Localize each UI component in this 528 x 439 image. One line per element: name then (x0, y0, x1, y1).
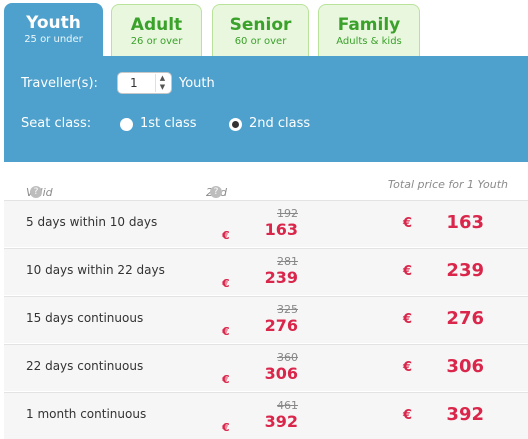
class-price: 392 (264, 412, 298, 431)
table-row: 22 days continuous 360 €306 €306 (4, 344, 528, 391)
row-label: 5 days within 10 days (26, 215, 158, 229)
seat-class-label: Seat class: (21, 116, 92, 131)
help-icon[interactable]: ? (210, 186, 222, 198)
class-price: 239 (264, 268, 298, 287)
currency-symbol: € (403, 312, 413, 327)
table-row: 15 days continuous 325 €276 €276 (4, 296, 528, 343)
total-price: 276 (446, 308, 484, 329)
table-row: 5 days within 10 days 192 €163 €163 (4, 200, 528, 247)
tab-adult-label: Adult (130, 15, 183, 35)
old-price: 461 (277, 399, 298, 412)
stepper-arrows-icon[interactable]: ▲ ▼ (155, 74, 169, 92)
travellers-value: 1 (130, 76, 138, 90)
total-price: 306 (446, 356, 484, 377)
tab-senior-label: Senior (229, 15, 292, 35)
header-total: Total price for 1 Youth (387, 178, 508, 191)
currency-symbol: € (403, 216, 413, 231)
currency-symbol: € (403, 360, 413, 375)
tab-youth-label: Youth (26, 13, 81, 33)
class-price: 163 (264, 220, 298, 239)
radio-1st-class[interactable] (120, 118, 133, 131)
currency-symbol: € (222, 421, 230, 434)
row-label: 1 month continuous (26, 407, 147, 421)
travellers-stepper[interactable]: 1 ▲ ▼ (117, 72, 172, 94)
tab-adult-sub: 26 or over (130, 36, 183, 47)
class-price: 306 (264, 364, 298, 383)
class-price: 276 (264, 316, 298, 335)
total-price: 163 (446, 212, 484, 233)
travellers-label: Traveller(s): (21, 76, 98, 91)
total-price: 239 (446, 260, 484, 281)
row-label: 10 days within 22 days (26, 263, 165, 277)
old-price: 325 (277, 303, 298, 316)
tab-family[interactable]: Family Adults & kids (318, 4, 420, 57)
currency-symbol: € (403, 408, 413, 423)
options-panel: Traveller(s): 1 ▲ ▼ Youth Seat class: 1st… (4, 56, 528, 162)
tab-youth-sub: 25 or under (24, 34, 83, 45)
row-label: 22 days continuous (26, 359, 144, 373)
currency-symbol: € (403, 264, 413, 279)
old-price: 281 (277, 255, 298, 268)
radio-1st-class-label[interactable]: 1st class (140, 116, 197, 131)
old-price: 192 (277, 207, 298, 220)
radio-2nd-class-label[interactable]: 2nd class (249, 116, 311, 131)
table-row: 1 month continuous 461 €392 €392 (4, 392, 528, 439)
table-row: 10 days within 22 days 281 €239 €239 (4, 248, 528, 295)
tab-family-label: Family (337, 15, 401, 35)
passenger-type-tabs: Youth 25 or under Adult 26 or over Senio… (0, 0, 528, 57)
currency-symbol: € (222, 373, 230, 386)
travellers-unit: Youth (179, 76, 215, 91)
old-price: 360 (277, 351, 298, 364)
radio-2nd-class[interactable] (229, 118, 242, 131)
tab-youth[interactable]: Youth 25 or under (4, 3, 103, 57)
total-price: 392 (446, 404, 484, 425)
table-header: Valid for? 2nd class? Total price for 1 … (4, 170, 528, 212)
tab-family-sub: Adults & kids (336, 36, 402, 47)
tab-senior[interactable]: Senior 60 or over (212, 4, 309, 57)
currency-symbol: € (222, 229, 230, 242)
currency-symbol: € (222, 325, 230, 338)
tab-adult[interactable]: Adult 26 or over (111, 4, 202, 57)
currency-symbol: € (222, 277, 230, 290)
row-label: 15 days continuous (26, 311, 144, 325)
tab-senior-sub: 60 or over (234, 36, 287, 47)
help-icon[interactable]: ? (30, 186, 42, 198)
